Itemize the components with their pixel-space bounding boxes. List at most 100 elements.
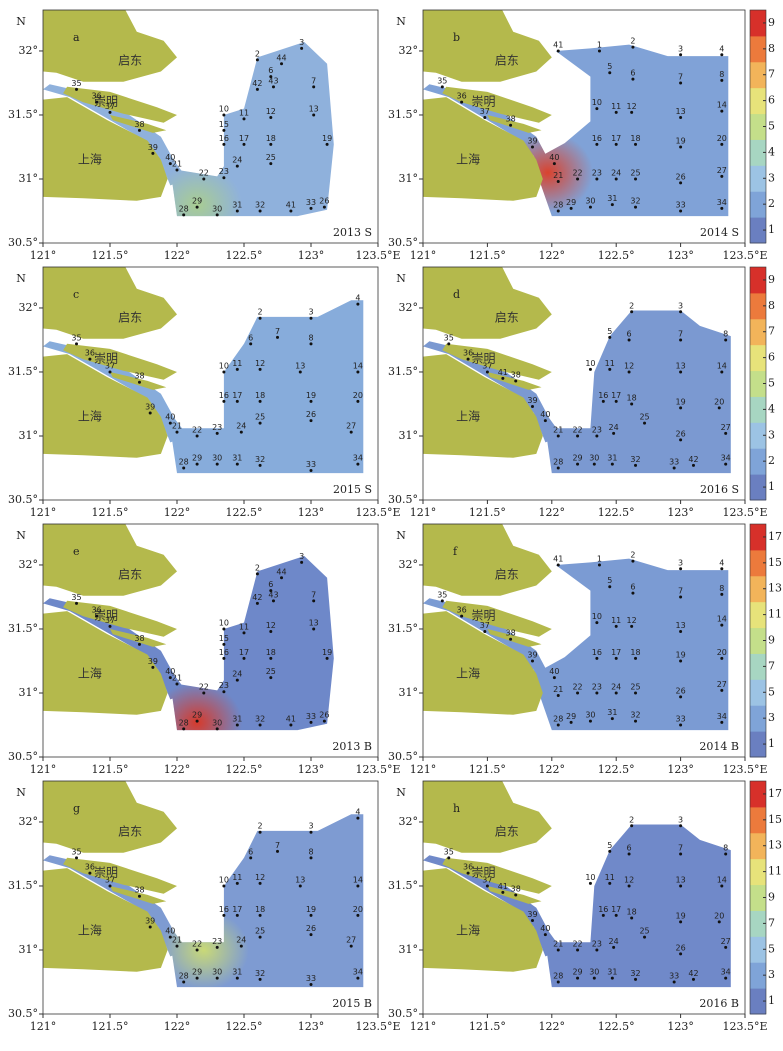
station-label: 19 [676, 397, 686, 406]
land [423, 10, 552, 82]
station [720, 206, 724, 210]
station-label: 6 [248, 333, 253, 342]
station [608, 71, 612, 75]
colorbar-segment [750, 731, 766, 758]
station [691, 977, 695, 981]
river-channel [423, 341, 563, 443]
colorbar-segment [750, 884, 766, 911]
station-label: 32 [630, 455, 640, 464]
station-label: 38 [505, 629, 515, 638]
station-label: 40 [165, 667, 175, 676]
colorbar-segment [750, 35, 766, 63]
station-label: 10 [219, 361, 229, 370]
station [595, 177, 599, 181]
x-tick-label: 122° [164, 249, 191, 262]
station-label: 8 [719, 70, 724, 79]
station [717, 406, 721, 410]
station [447, 342, 451, 346]
station [235, 723, 239, 727]
station-label: 14 [717, 101, 727, 110]
station [485, 884, 489, 888]
station-label: 31 [607, 454, 617, 463]
station-label: 26 [676, 172, 686, 181]
station-label: 27 [346, 936, 356, 945]
station-label: 7 [678, 72, 683, 81]
station-label: 34 [353, 968, 363, 977]
x-tick-label: 121.5° [92, 506, 129, 519]
station-label: 18 [255, 391, 265, 400]
station-label: 30 [585, 197, 595, 206]
land [487, 115, 542, 133]
station-label: 17 [611, 391, 621, 400]
station-label: 19 [322, 648, 332, 657]
station [720, 720, 724, 724]
x-tick-label: 123.5°E [355, 506, 400, 519]
station-label: 26 [306, 924, 316, 933]
river-channel [423, 855, 563, 957]
station [634, 142, 638, 146]
place-name: 启东 [118, 825, 142, 839]
station-label: 17 [239, 648, 249, 657]
station [235, 367, 239, 371]
colorbar-tick-label: 8 [768, 299, 775, 312]
station [215, 945, 219, 949]
station-label: 3 [678, 44, 683, 53]
panel-label: 2016 B [699, 997, 739, 1010]
station [88, 357, 92, 361]
station [349, 430, 353, 434]
station-label: 34 [717, 712, 727, 721]
map-frame [422, 9, 746, 244]
station [168, 935, 172, 939]
station [269, 630, 273, 634]
x-tick-label: 123.5°E [722, 249, 767, 262]
station-label: 22 [192, 425, 202, 434]
x-tick-label: 122.5° [598, 249, 635, 262]
station-label: 24 [611, 168, 621, 177]
map-frame [42, 523, 379, 758]
station-label: 7 [678, 843, 683, 852]
station [258, 881, 262, 885]
station [108, 884, 112, 888]
station [556, 466, 560, 470]
x-tick-label: 122.5° [226, 506, 263, 519]
station-label: 26 [319, 711, 329, 720]
station [447, 856, 451, 860]
hotspot [152, 164, 243, 217]
station [258, 367, 262, 371]
station [627, 370, 631, 374]
station-label: 17 [239, 134, 249, 143]
station [720, 370, 724, 374]
station-label: 32 [255, 455, 265, 464]
station-label: 29 [192, 197, 202, 206]
colorbar-segment [750, 910, 766, 937]
station-label: 25 [266, 667, 276, 676]
station [356, 302, 360, 306]
survey-area [170, 42, 334, 217]
station [530, 659, 534, 663]
station [569, 720, 573, 724]
station-label: 31 [607, 708, 617, 717]
station-label: 10 [592, 612, 602, 621]
x-tick-label: 123° [298, 1020, 325, 1033]
x-tick-label: 123° [298, 763, 325, 776]
station [108, 624, 112, 628]
x-tick-label: 123.5°E [722, 506, 767, 519]
station [679, 310, 683, 314]
station-label: 16 [598, 391, 608, 400]
station [235, 209, 239, 213]
colorbar-segment [750, 396, 766, 423]
station-label: 1 [597, 40, 602, 49]
station-label: 19 [322, 134, 332, 143]
y-axis-label: N [16, 529, 26, 542]
colorbar-segment [750, 61, 766, 89]
station-label: 2 [255, 49, 260, 58]
station [322, 205, 326, 209]
station-label: 21 [553, 685, 563, 694]
station-label: 12 [624, 361, 634, 370]
station-label: 5 [607, 62, 612, 71]
station-label: 28 [179, 204, 189, 213]
panel-letter: b [453, 31, 460, 44]
